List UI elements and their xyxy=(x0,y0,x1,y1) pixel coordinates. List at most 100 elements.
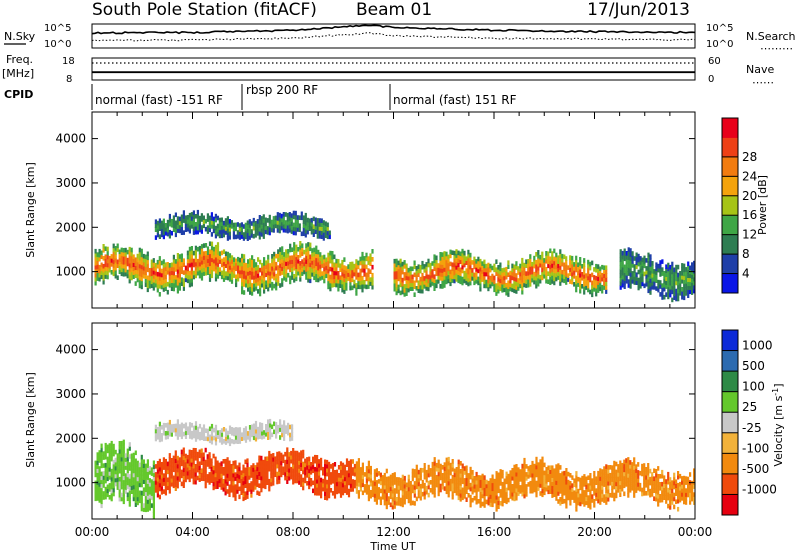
heatmap-cell xyxy=(104,450,107,456)
heatmap-cell xyxy=(581,475,584,481)
colorbar-swatch xyxy=(722,215,738,236)
heatmap-cell xyxy=(439,467,442,473)
heatmap-cell xyxy=(208,273,212,278)
heatmap-cell xyxy=(387,480,390,485)
heatmap-cell xyxy=(196,455,199,461)
heatmap-cell xyxy=(461,487,464,493)
heatmap-cell xyxy=(188,449,191,455)
heatmap-cell xyxy=(463,274,466,280)
heatmap-cell xyxy=(194,464,197,469)
heatmap-cell xyxy=(623,284,626,289)
heatmap-cell xyxy=(128,442,131,447)
heatmap-cell xyxy=(252,221,255,227)
heatmap-cell xyxy=(248,433,252,438)
heatmap-cell xyxy=(216,250,220,255)
heatmap-cell xyxy=(316,459,319,464)
heatmap-cell xyxy=(445,461,448,467)
heatmap-cell xyxy=(637,285,640,291)
heatmap-cell xyxy=(204,255,208,260)
heatmap-cell xyxy=(523,461,526,467)
heatmap-cell xyxy=(267,270,270,276)
heatmap-cell xyxy=(577,266,580,271)
heatmap-cell xyxy=(491,482,494,488)
heatmap-cell xyxy=(341,259,344,265)
heatmap-cell xyxy=(292,210,295,216)
heatmap-cell xyxy=(531,273,534,279)
heatmap-cell xyxy=(533,255,536,261)
heatmap-cell xyxy=(629,272,632,277)
heatmap-cell xyxy=(261,270,264,276)
heatmap-cell xyxy=(577,500,580,506)
heatmap-cell xyxy=(425,262,428,267)
heatmap-cell xyxy=(437,267,440,272)
heatmap-cell xyxy=(655,496,658,502)
heatmap-cell xyxy=(281,432,284,438)
heatmap-cell xyxy=(152,476,155,482)
heatmap-cell xyxy=(204,428,208,433)
heatmap-cell xyxy=(541,472,544,478)
heatmap-cell xyxy=(421,479,424,485)
heatmap-cell xyxy=(401,478,404,484)
heatmap-cell xyxy=(627,473,630,478)
heatmap-cell xyxy=(202,271,206,276)
heatmap-cell xyxy=(457,258,460,264)
heatmap-cell xyxy=(551,485,554,490)
heatmap-cell xyxy=(553,280,556,286)
heatmap-cell xyxy=(543,474,546,480)
heatmap-cell xyxy=(142,253,145,259)
heatmap-cell xyxy=(515,285,518,290)
heatmap-cell xyxy=(633,461,636,466)
heatmap-cell xyxy=(563,474,566,480)
heatmap-cell xyxy=(235,262,238,268)
heatmap-cell xyxy=(280,472,283,478)
heatmap-cell xyxy=(611,485,614,490)
heatmap-cell xyxy=(295,256,298,262)
heatmap-cell xyxy=(288,220,291,225)
heatmap-cell xyxy=(96,468,99,473)
heatmap-cell xyxy=(182,218,185,223)
heatmap-cell xyxy=(549,268,552,274)
heatmap-cell xyxy=(254,485,257,490)
heatmap-cell xyxy=(312,232,315,237)
heatmap-cell xyxy=(537,273,540,279)
heatmap-cell xyxy=(525,275,528,280)
heatmap-cell xyxy=(585,484,588,490)
heatmap-cell xyxy=(619,464,622,470)
heatmap-cell xyxy=(419,284,422,290)
heatmap-cell xyxy=(457,483,460,489)
heatmap-cell xyxy=(262,467,265,473)
heatmap-cell xyxy=(447,492,450,498)
heatmap-cell xyxy=(243,282,246,287)
heatmap-cell xyxy=(120,492,123,498)
heatmap-cell xyxy=(222,220,225,226)
heatmap-cell xyxy=(243,262,246,267)
heatmap-cell xyxy=(675,280,678,286)
heatmap-cell xyxy=(202,428,206,433)
heatmap-cell xyxy=(298,480,301,485)
heatmap-cell xyxy=(437,467,440,473)
heatmap-cell xyxy=(583,270,586,275)
heatmap-cell xyxy=(665,495,668,500)
heatmap-cell xyxy=(275,265,278,271)
heatmap-cell xyxy=(116,259,119,265)
colorbar-swatch xyxy=(722,118,738,138)
heatmap-cell xyxy=(423,284,426,289)
heatmap-cell xyxy=(160,260,163,266)
heatmap-cell xyxy=(677,276,680,282)
heatmap-cell xyxy=(182,230,185,235)
heatmap-cell xyxy=(363,260,366,265)
heatmap-cell xyxy=(236,439,240,444)
heatmap-cell xyxy=(683,475,686,481)
heatmap-cell xyxy=(657,474,660,479)
heatmap-cell xyxy=(425,278,428,283)
heatmap-cell xyxy=(244,438,248,443)
heatmap-cell xyxy=(269,434,272,440)
heatmap-cell xyxy=(162,222,165,228)
heatmap-cell xyxy=(341,279,344,285)
heatmap-cell xyxy=(200,431,204,436)
heatmap-cell xyxy=(433,286,436,291)
heatmap-cell xyxy=(439,272,442,277)
heatmap-cell xyxy=(429,278,432,284)
heatmap-cell xyxy=(324,491,327,496)
heatmap-cell xyxy=(561,257,564,263)
